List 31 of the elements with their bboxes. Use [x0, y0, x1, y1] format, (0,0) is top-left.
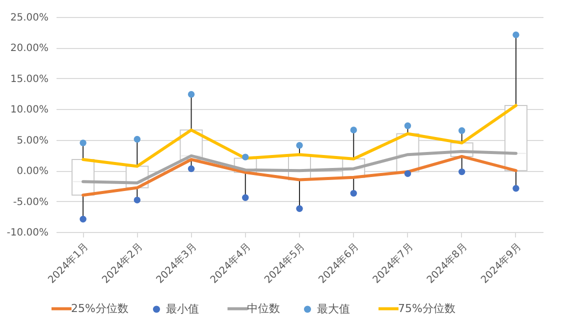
point: [296, 205, 303, 212]
point: [188, 91, 195, 98]
point: [134, 136, 141, 143]
point: [404, 122, 412, 130]
point: [134, 196, 141, 204]
y-tick-label: -5.00%: [13, 196, 48, 208]
y-tick-label: 25.00%: [10, 12, 48, 24]
y-tick-label: 0.00%: [16, 166, 48, 178]
point: [458, 168, 466, 176]
point: [242, 194, 249, 201]
point: [188, 165, 195, 172]
y-tick-label: -10.00%: [6, 228, 48, 238]
y-tick-label: 15.00%: [10, 74, 48, 85]
point: [80, 140, 86, 146]
y-tick-label: 20.00%: [10, 43, 48, 54]
legend-label: 75%分位数: [398, 302, 456, 315]
legend-label: 最小值: [166, 302, 199, 316]
point: [296, 142, 303, 149]
point: [458, 127, 466, 134]
legend-label: 25%分位数: [71, 302, 128, 315]
point: [350, 126, 357, 134]
point: [80, 216, 86, 222]
legend-label: 最大值: [317, 302, 350, 316]
y-tick-label: 5.00%: [16, 135, 48, 146]
legend-label: 中位数: [247, 302, 280, 315]
point: [350, 190, 357, 197]
point: [242, 154, 249, 160]
point: [512, 185, 520, 192]
y-tick-label: 10.00%: [10, 104, 48, 116]
point: [512, 31, 520, 38]
point: [404, 170, 412, 177]
